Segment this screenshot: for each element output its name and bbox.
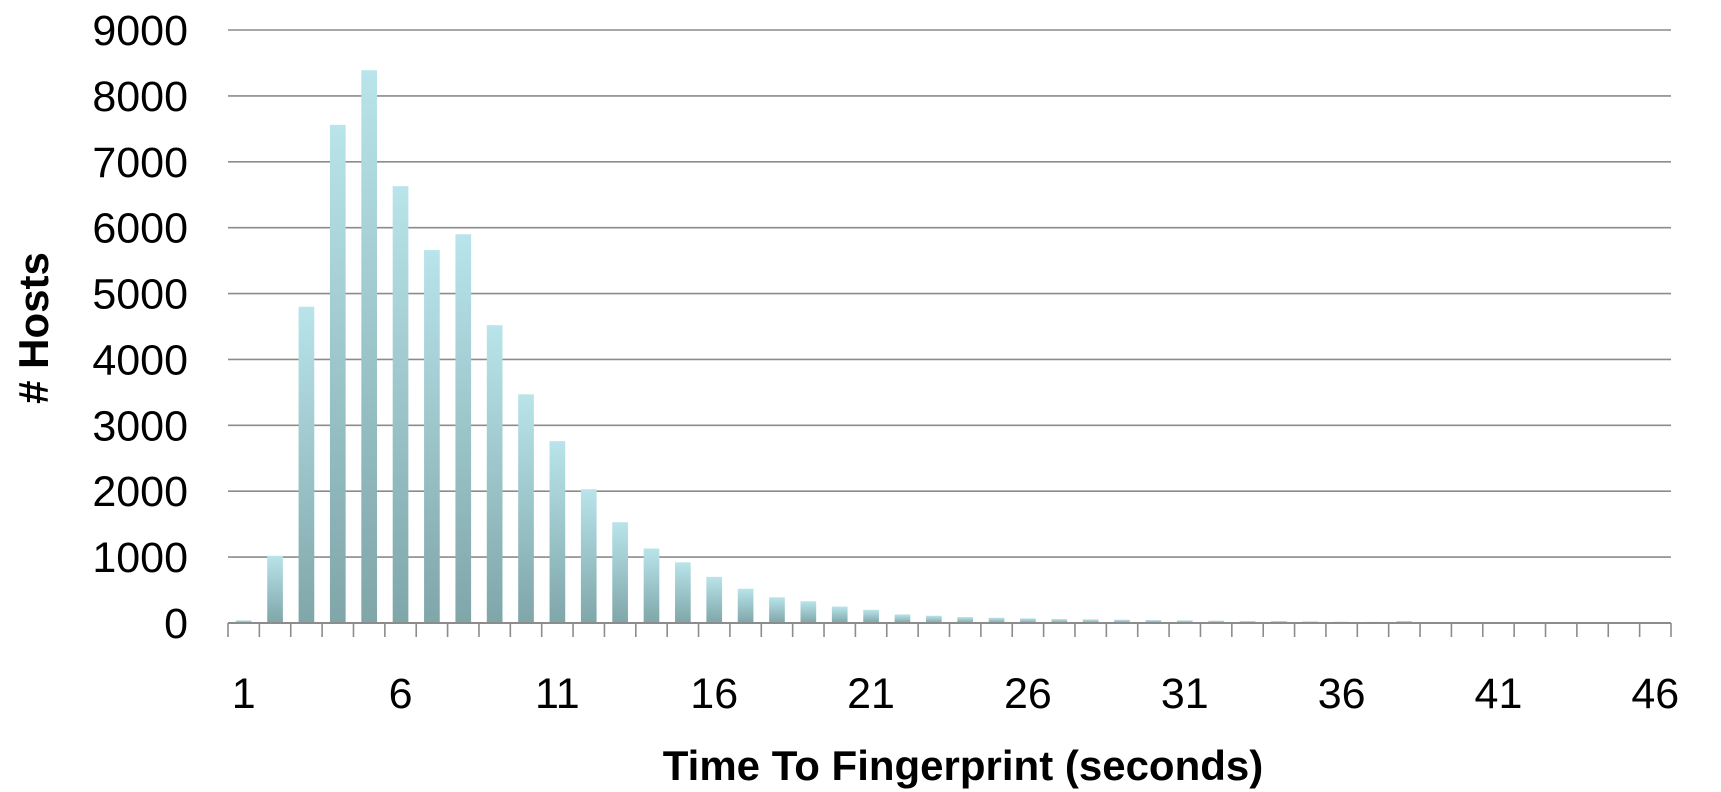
bar	[644, 549, 660, 623]
bar	[863, 610, 879, 623]
bar	[393, 186, 409, 623]
y-tick-label: 5000	[92, 271, 188, 319]
x-axis	[228, 623, 1671, 637]
bar	[769, 597, 785, 623]
bar	[800, 601, 816, 623]
y-tick-labels: 0 1000 2000 3000 4000 5000 6000 7000 8000 9000	[92, 7, 188, 648]
bar	[518, 394, 534, 623]
bar	[299, 307, 315, 623]
bar	[581, 489, 597, 623]
y-tick-label: 9000	[92, 7, 188, 55]
y-tick-label: 1000	[92, 534, 188, 582]
y-tick-label: 6000	[92, 205, 188, 253]
gridlines	[228, 30, 1671, 557]
x-tick-label: 21	[847, 670, 895, 718]
x-tick-label: 16	[690, 670, 738, 718]
x-tick-label: 46	[1631, 670, 1679, 718]
x-tick-label: 6	[389, 670, 413, 718]
bar	[267, 556, 283, 623]
x-tick-label: 26	[1004, 670, 1052, 718]
bar	[487, 325, 503, 623]
y-axis-title: # Hosts	[10, 252, 57, 404]
bars	[236, 70, 1663, 623]
x-tick-label: 11	[535, 670, 580, 718]
bar	[455, 234, 471, 623]
bar	[926, 616, 942, 623]
bar	[550, 441, 566, 623]
y-tick-label: 2000	[92, 468, 188, 516]
y-tick-label: 4000	[92, 336, 188, 384]
x-tick-label: 31	[1161, 670, 1209, 718]
x-axis-title: Time To Fingerprint (seconds)	[663, 742, 1264, 789]
y-tick-label: 0	[164, 600, 188, 648]
y-tick-label: 3000	[92, 402, 188, 450]
bar	[675, 562, 691, 623]
bar	[895, 614, 911, 623]
bar	[832, 607, 848, 623]
bar	[738, 589, 754, 623]
y-tick-label: 7000	[92, 139, 188, 187]
x-tick-label: 1	[232, 670, 256, 718]
x-tick-labels: 1 6 11 16 21 26 31 36 41 46	[232, 670, 1680, 718]
bar	[424, 250, 440, 623]
y-tick-label: 8000	[92, 73, 188, 121]
bar	[612, 522, 628, 623]
bar	[361, 70, 377, 623]
x-tick-label: 36	[1318, 670, 1366, 718]
bar	[330, 125, 346, 623]
x-tick-label: 41	[1475, 670, 1523, 718]
bar	[706, 577, 722, 623]
